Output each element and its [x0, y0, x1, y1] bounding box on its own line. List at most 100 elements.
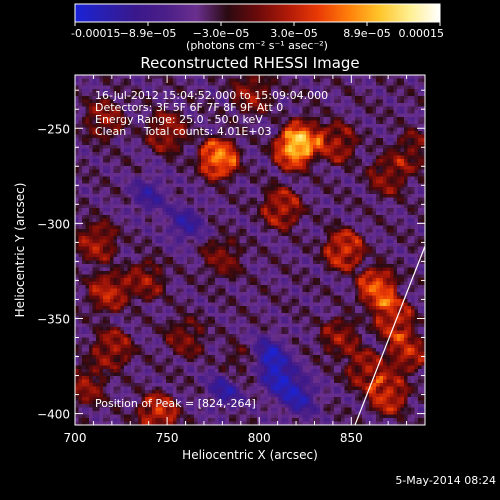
- heatmap-cell: [197, 75, 202, 79]
- heatmap-cell: [232, 145, 237, 149]
- heatmap-cell: [124, 180, 128, 184]
- heatmap-cell: [327, 183, 331, 188]
- heatmap-cell: [103, 117, 107, 121]
- heatmap-cell: [162, 124, 167, 128]
- heatmap-cell: [222, 180, 226, 184]
- heatmap-cell: [82, 96, 86, 100]
- heatmap-cell: [271, 211, 275, 216]
- heatmap-cell: [92, 187, 97, 191]
- heatmap-cell: [253, 110, 258, 114]
- heatmap-cell: [110, 194, 114, 198]
- heatmap-cell: [166, 180, 170, 184]
- heatmap-cell: [229, 197, 233, 202]
- heatmap-cell: [295, 113, 300, 118]
- heatmap-cell: [190, 85, 195, 90]
- heatmap-cell: [334, 176, 338, 181]
- heatmap-cell: [222, 246, 226, 251]
- heatmap-cell: [141, 180, 146, 184]
- heatmap-cell: [362, 141, 366, 146]
- heatmap-cell: [232, 85, 237, 90]
- heatmap-cell: [358, 236, 363, 240]
- heatmap-cell: [239, 166, 244, 170]
- heatmap-cell: [141, 117, 146, 121]
- heatmap-cell: [187, 127, 191, 132]
- heatmap-cell: [99, 197, 104, 202]
- heatmap-cell: [257, 225, 261, 230]
- heatmap-cell: [218, 85, 223, 90]
- heatmap-cell: [250, 208, 254, 212]
- heatmap-cell: [190, 155, 195, 160]
- heatmap-cell: [278, 180, 282, 184]
- heatmap-cell: [232, 187, 237, 191]
- heatmap-cell: [190, 106, 195, 111]
- heatmap-cell: [162, 246, 167, 251]
- heatmap-cell: [75, 162, 79, 167]
- heatmap-cell: [379, 159, 384, 163]
- heatmap-cell: [201, 85, 205, 90]
- heatmap-cell: [369, 218, 373, 223]
- heatmap-cell: [414, 89, 419, 93]
- heatmap-cell: [288, 141, 293, 146]
- heatmap-cell: [117, 117, 121, 121]
- heatmap-cell: [204, 120, 209, 125]
- heatmap-cell: [306, 166, 310, 170]
- heatmap-cell: [379, 197, 384, 202]
- heatmap-cell: [390, 166, 394, 170]
- heatmap-cell: [379, 208, 384, 212]
- heatmap-cell: [337, 159, 342, 163]
- heatmap-cell: [75, 169, 79, 174]
- heatmap-cell: [222, 190, 226, 195]
- heatmap-cell: [155, 166, 160, 170]
- heatmap-cell: [372, 236, 377, 240]
- heatmap-cell: [302, 75, 307, 79]
- heatmap-cell: [393, 162, 398, 167]
- heatmap-cell: [169, 127, 174, 132]
- heatmap-cell: [253, 159, 258, 163]
- heatmap-cell: [194, 103, 198, 107]
- heatmap-cell: [166, 197, 170, 202]
- heatmap-cell: [225, 169, 230, 174]
- heatmap-cell: [306, 225, 310, 230]
- heatmap-cell: [320, 190, 324, 195]
- heatmap-cell: [215, 159, 219, 163]
- heatmap-cell: [162, 106, 167, 111]
- heatmap-cell: [316, 194, 321, 198]
- heatmap-cell: [243, 127, 247, 132]
- heatmap-cell: [113, 204, 118, 209]
- heatmap-cell: [134, 190, 139, 195]
- heatmap-cell: [309, 187, 314, 191]
- heatmap-cell: [365, 148, 370, 153]
- heatmap-cell: [271, 194, 275, 198]
- heatmap-cell: [78, 187, 83, 191]
- heatmap-cell: [243, 124, 247, 128]
- heatmap-cell: [215, 131, 219, 135]
- heatmap-cell: [166, 169, 170, 174]
- heatmap-cell: [334, 106, 338, 111]
- heatmap-cell: [82, 218, 86, 223]
- heatmap-cell: [201, 134, 205, 139]
- heatmap-cell: [260, 243, 265, 247]
- heatmap-cell: [320, 194, 324, 198]
- heatmap-cell: [124, 155, 128, 160]
- heatmap-cell: [180, 162, 184, 167]
- heatmap-cell: [159, 127, 163, 132]
- heatmap-cell: [383, 82, 387, 86]
- heatmap-cell: [355, 103, 359, 107]
- heatmap-cell: [152, 78, 156, 83]
- heatmap-cell: [145, 173, 149, 177]
- heatmap-cell: [278, 120, 282, 125]
- heatmap-cell: [250, 110, 254, 114]
- heatmap-cell: [316, 127, 321, 132]
- heatmap-cell: [344, 190, 349, 195]
- heatmap-cell: [337, 103, 342, 107]
- heatmap-cell: [229, 117, 233, 121]
- heatmap-cell: [383, 176, 387, 181]
- heatmap-cell: [253, 75, 258, 79]
- heatmap-cell: [152, 141, 156, 146]
- heatmap-cell: [211, 187, 216, 191]
- heatmap-cell: [215, 211, 219, 216]
- heatmap-cell: [166, 159, 170, 163]
- heatmap-cell: [372, 141, 377, 146]
- heatmap-cell: [197, 82, 202, 86]
- heatmap-cell: [229, 162, 233, 167]
